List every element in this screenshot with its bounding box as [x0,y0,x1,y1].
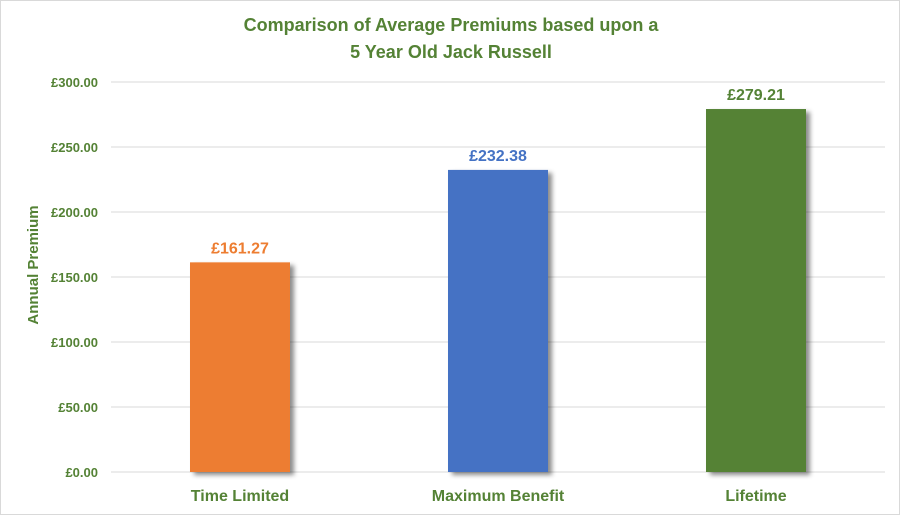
y-tick-label: £200.00 [51,205,98,220]
y-tick-label: £0.00 [65,465,98,480]
y-tick-label: £50.00 [58,400,98,415]
y-axis-title: Annual Premium [25,205,42,324]
x-category-label: Lifetime [725,488,786,505]
y-tick-label: £250.00 [51,140,98,155]
chart-title-line-1: Comparison of Average Premiums based upo… [244,15,660,35]
bars [190,109,806,472]
y-tick-label: £300.00 [51,75,98,90]
y-tick-label: £150.00 [51,270,98,285]
y-tick-label: £100.00 [51,335,98,350]
x-category-label: Time Limited [191,488,289,505]
chart-title-line-2: 5 Year Old Jack Russell [350,42,552,62]
bar-maximum-benefit [448,169,548,472]
data-labels: £161.27 £232.38 £279.21 [211,87,785,257]
x-category-label: Maximum Benefit [432,488,565,505]
bar-time-limited [190,262,290,472]
data-label: £161.27 [211,240,269,257]
x-axis-categories: Time Limited Maximum Benefit Lifetime [191,488,787,505]
data-label: £279.21 [727,87,785,104]
y-axis-ticks: £0.00 £50.00 £100.00 £150.00 £200.00 £250.00 £… [51,75,98,480]
bar-lifetime [706,109,806,472]
data-label: £232.38 [469,148,527,165]
